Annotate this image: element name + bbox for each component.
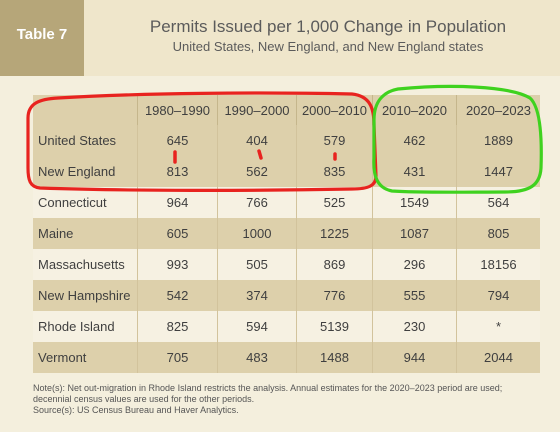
row-label: Connecticut <box>38 195 107 210</box>
table-subtitle: United States, New England, and New Engl… <box>172 39 484 54</box>
table-cell: 374 <box>217 280 296 311</box>
header-band <box>0 0 560 76</box>
table-title: Permits Issued per 1,000 Change in Popul… <box>149 17 507 36</box>
table-cell: 964 <box>137 187 217 218</box>
table-cell: 5139 <box>296 311 372 342</box>
table-row <box>33 249 540 280</box>
column-header: 2010–2020 <box>372 95 456 125</box>
note-line: decennial census values are used for the… <box>33 394 255 404</box>
table-cell: 1488 <box>296 342 372 373</box>
table-cell: 542 <box>137 280 217 311</box>
row-label: New Hampshire <box>38 288 131 303</box>
table-cell: 1447 <box>456 156 540 187</box>
column-header: 1980–1990 <box>137 95 217 125</box>
row-label: Rhode Island <box>38 319 115 334</box>
table-cell: 555 <box>372 280 456 311</box>
table-cell: 944 <box>372 342 456 373</box>
table-row <box>33 342 540 373</box>
table-cell: 562 <box>217 156 296 187</box>
notes-section: Note(s): Net out-migration in Rhode Isla… <box>33 383 548 416</box>
table-cell: 766 <box>217 187 296 218</box>
table-cell: 825 <box>137 311 217 342</box>
row-label: United States <box>38 133 117 148</box>
table-cell: 835 <box>296 156 372 187</box>
table-cell: 296 <box>372 249 456 280</box>
table-number-badge: Table 7 <box>0 0 84 76</box>
data-table: 1980–1990 1990–2000 2000–2010 2010–2020 2020… <box>33 95 540 373</box>
column-header: 2020–2023 <box>456 95 540 125</box>
table-cell: 1000 <box>217 218 296 249</box>
table-cell: 404 <box>217 125 296 156</box>
table-cell: 1549 <box>372 187 456 218</box>
table-cell: 993 <box>137 249 217 280</box>
row-label: Vermont <box>38 350 87 365</box>
table-cell: 794 <box>456 280 540 311</box>
source-line: Source(s): US Census Bureau and Haver An… <box>33 405 239 415</box>
table-cell: 230 <box>372 311 456 342</box>
table-row <box>33 218 540 249</box>
table-cell: 645 <box>137 125 217 156</box>
table-cell: 594 <box>217 311 296 342</box>
table-cell: 579 <box>296 125 372 156</box>
table-cell: 2044 <box>456 342 540 373</box>
table-cell: 1225 <box>296 218 372 249</box>
table-number-label: Table 7 <box>16 26 68 43</box>
table-cell: 805 <box>456 218 540 249</box>
table-row <box>33 280 540 311</box>
table-cell: 525 <box>296 187 372 218</box>
table-cell: 483 <box>217 342 296 373</box>
note-line: Note(s): Net out-migration in Rhode Isla… <box>33 383 503 393</box>
table-cell: 605 <box>137 218 217 249</box>
row-label: Maine <box>38 226 74 241</box>
row-label: New England <box>38 164 116 179</box>
table-cell: 705 <box>137 342 217 373</box>
table-row <box>33 311 540 342</box>
table-cell: 869 <box>296 249 372 280</box>
table-cell: 1889 <box>456 125 540 156</box>
table-cell: 462 <box>372 125 456 156</box>
table-cell: 813 <box>137 156 217 187</box>
table-header-corner <box>33 95 137 125</box>
table-cell: 431 <box>372 156 456 187</box>
table-cell: * <box>456 311 540 342</box>
column-header: 1990–2000 <box>217 95 296 125</box>
table-cell: 564 <box>456 187 540 218</box>
table-cell: 505 <box>217 249 296 280</box>
table-cell: 776 <box>296 280 372 311</box>
row-label: Massachusetts <box>38 257 125 272</box>
table-cell: 18156 <box>456 249 540 280</box>
column-header: 2000–2010 <box>296 95 372 125</box>
table-cell: 1087 <box>372 218 456 249</box>
